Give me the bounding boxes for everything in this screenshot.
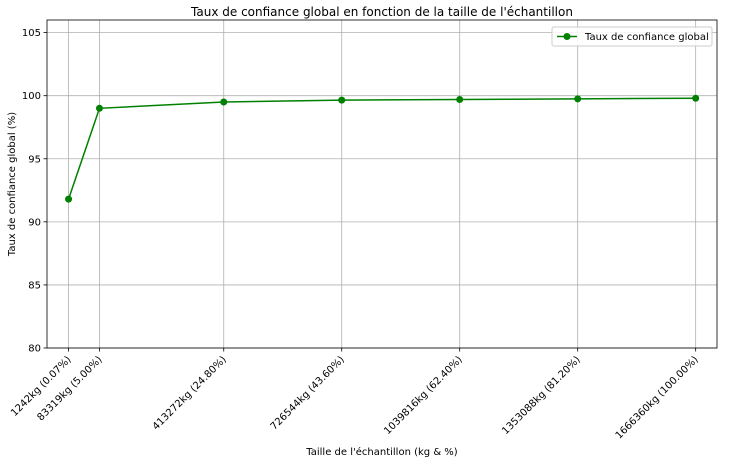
- y-tick-label: 90: [28, 217, 41, 228]
- y-tick-label: 85: [28, 280, 41, 291]
- y-tick-label: 80: [28, 344, 41, 355]
- plot-area: [46, 19, 718, 349]
- legend-entry: Taux de confiance global: [584, 32, 709, 43]
- data-point: [65, 195, 73, 203]
- y-axis: 80 85 90 95 100 105: [22, 28, 47, 355]
- data-point: [692, 94, 700, 102]
- y-tick-label: 105: [22, 28, 41, 39]
- data-point: [456, 95, 464, 103]
- grid: [47, 20, 717, 349]
- y-axis-title: Taux de confiance global (%): [7, 112, 18, 257]
- chart-title: Taux de confiance global en fonction de …: [190, 5, 573, 19]
- data-point: [95, 104, 103, 112]
- legend-dot-marker: [563, 33, 571, 40]
- data-point: [338, 96, 346, 104]
- series-layer: [65, 94, 700, 203]
- y-tick-label: 95: [28, 154, 41, 165]
- data-point: [220, 98, 228, 106]
- y-tick-label: 100: [22, 91, 41, 102]
- legend: Taux de confiance global: [551, 26, 713, 47]
- x-axis-title: Taille de l'échantillon (kg & %): [305, 446, 457, 458]
- legend-box: [551, 26, 713, 47]
- data-point: [574, 95, 582, 103]
